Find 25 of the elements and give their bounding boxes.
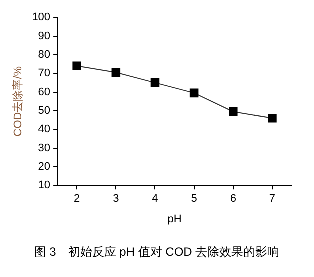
point (112, 68, 121, 78)
y-tick-label: 40 (38, 124, 51, 136)
x-tick-label: 5 (191, 193, 198, 206)
x-tick-label: 3 (113, 193, 120, 206)
y-tick-label: 50 (38, 104, 51, 117)
y-tick-label: 90 (38, 30, 51, 42)
point (72, 62, 82, 71)
y-tick-label: 60 (38, 86, 51, 98)
x-tick-label: 2 (74, 193, 80, 206)
y-tick-label: 70 (38, 68, 51, 80)
y-tick-label: 10 (38, 180, 51, 192)
caption: 图 3 初始反应 pH 值对 COD 去除效果的影响 (33, 244, 281, 261)
point (150, 78, 160, 88)
point (268, 114, 277, 123)
y-tick-label: 20 (38, 160, 51, 173)
x-tick-label: 6 (230, 193, 236, 206)
y-tick-label: 30 (38, 142, 51, 154)
x-tick-label: 4 (152, 193, 158, 206)
y-tick-label: 100 (32, 12, 51, 24)
x-tick-label: 7 (269, 193, 276, 206)
x-axis-title: pH (168, 213, 182, 226)
point (229, 107, 238, 116)
y-axis-title: COD去除率/% (12, 66, 25, 137)
y-tick-label: 80 (38, 48, 51, 61)
point (190, 88, 199, 98)
